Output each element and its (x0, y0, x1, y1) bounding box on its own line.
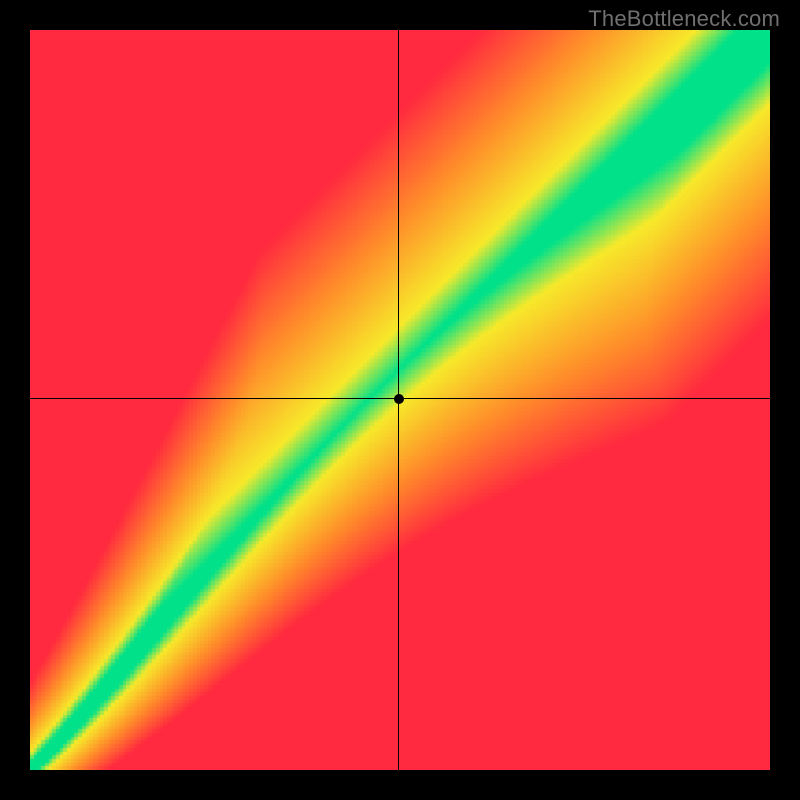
plot-area (30, 30, 770, 770)
watermark-text: TheBottleneck.com (588, 6, 780, 32)
crosshair-marker (394, 394, 404, 404)
chart-container: TheBottleneck.com (0, 0, 800, 800)
